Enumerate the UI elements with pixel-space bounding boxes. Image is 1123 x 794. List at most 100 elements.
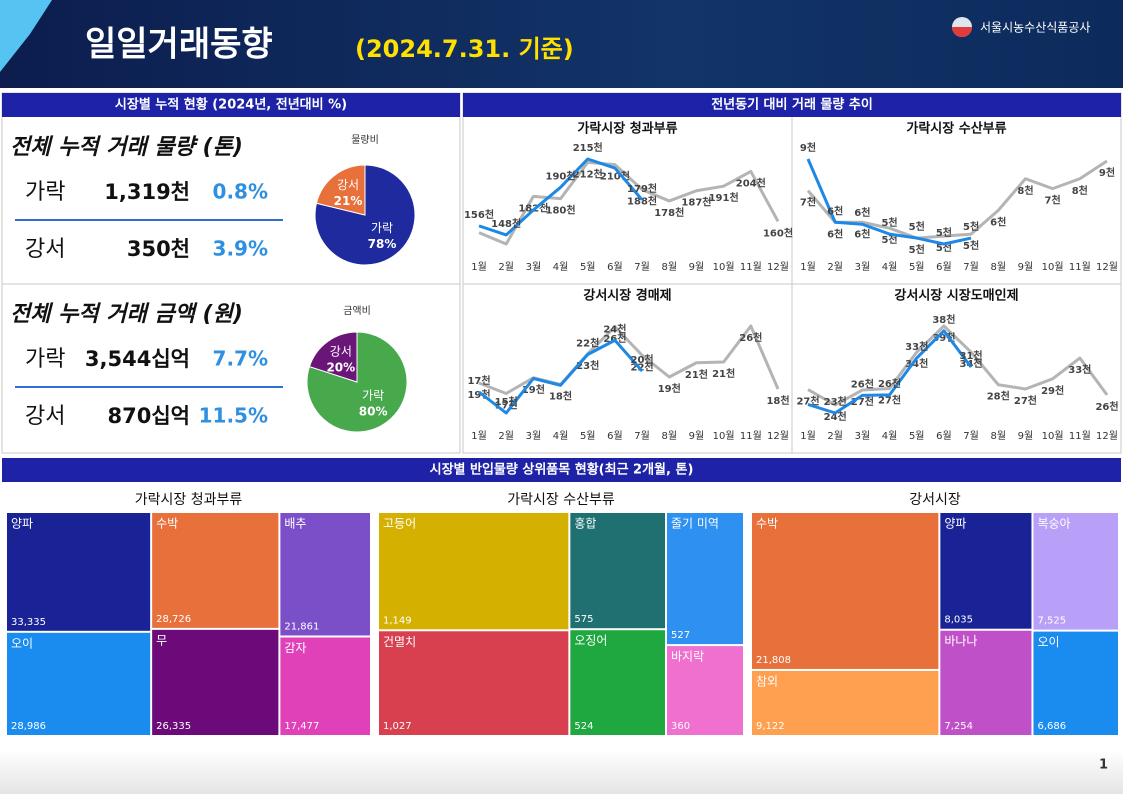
change: 11.5% [199,404,268,428]
cell-value: 9,122 [756,721,785,732]
cell-value: 1,149 [383,615,412,626]
x-tick-label: 6월 [936,430,952,442]
cell-name: 참외 [756,674,778,688]
cell-name: 수박 [156,517,178,531]
data-label: 5천 [963,239,979,252]
data-label: 38천 [932,313,955,326]
x-tick-label: 7월 [963,430,979,442]
section-title: 전체 누적 거래 금액 (원) [10,302,243,327]
pie-title: 물량비 [351,134,379,146]
data-label: 6천 [827,227,843,240]
x-tick-label: 9월 [689,430,705,442]
x-tick-label: 7월 [634,430,650,442]
treemap-cell [1033,513,1118,630]
pie-title: 금액비 [343,305,371,317]
chart-title: 강서시장 시장도매인제 [894,288,1018,304]
pie-value: 80% [359,405,388,419]
data-label: 27천 [796,395,819,408]
x-tick-label: 7월 [634,261,650,273]
treemap-cell [752,513,939,669]
data-label: 24천 [603,322,626,335]
x-tick-label: 3월 [526,261,542,273]
data-label: 9천 [1099,166,1115,179]
x-tick-label: 9월 [1018,430,1034,442]
section-title: 전체 누적 거래 물량 (톤) [10,135,243,160]
pie-label: 강서 [337,178,359,192]
data-label: 21천 [685,368,708,381]
cell-name: 오이 [11,636,33,650]
data-label: 191천 [709,191,739,204]
treemap-cell [666,513,743,645]
data-label: 7천 [800,196,816,209]
cell-value: 21,861 [284,621,319,632]
data-label: 33천 [1068,363,1091,376]
data-label: 148천 [491,217,521,230]
data-label: 6천 [854,227,870,240]
panel-header [463,93,1121,117]
treemap-cell [666,646,743,735]
data-label: 180천 [546,204,576,217]
line-series [478,338,644,415]
x-tick-label: 3월 [855,430,871,442]
cell-name: 배추 [284,517,306,531]
cell-name: 바나나 [944,634,977,648]
line-series [478,157,644,237]
data-label: 33천 [905,340,928,353]
data-label: 20천 [631,353,654,366]
data-label: 8천 [1017,184,1033,197]
x-tick-label: 1월 [471,430,487,442]
x-tick-label: 12월 [1096,261,1118,273]
x-tick-label: 1월 [800,261,816,273]
panel-header [2,458,1121,482]
logo-text: 서울시농수산식품공사 [980,21,1090,35]
data-label: 26천 [603,332,626,345]
panel-header-text: 시장별 누적 현황 (2024년, 전년대비 %) [115,97,347,113]
pie-slice [314,164,416,266]
market-name: 가락 [25,347,65,372]
data-label: 9천 [800,141,816,154]
market-name: 강서 [25,237,65,262]
treemap-cell [940,630,1032,735]
line-series [478,324,780,395]
data-label: 26천 [1095,400,1118,413]
cell-name: 홍합 [574,517,596,531]
amount: 1,319천 [104,180,190,204]
x-tick-label: 2월 [498,261,514,273]
x-tick-label: 10월 [713,430,735,442]
cell-value: 8,035 [944,615,973,626]
x-tick-label: 1월 [800,430,816,442]
pie-label: 가락 [362,389,384,403]
amount: 870십억 [108,404,190,428]
data-label: 21천 [712,367,735,380]
data-label: 182천 [518,201,548,214]
treemap-cell [570,630,665,735]
treemap-cell [379,513,569,630]
pie-slice [315,164,366,216]
x-tick-label: 11월 [740,261,762,273]
cell-value: 7,254 [944,721,973,732]
x-tick-label: 2월 [827,261,843,273]
cell-value: 1,027 [383,721,412,732]
pie-value: 20% [326,360,355,374]
x-tick-label: 10월 [713,261,735,273]
data-label: 24천 [824,410,847,423]
data-label: 5천 [881,216,897,229]
x-tick-label: 7월 [963,261,979,273]
data-label: 29천 [1041,384,1064,397]
x-tick-label: 10월 [1042,261,1064,273]
x-tick-label: 3월 [526,430,542,442]
x-tick-label: 1월 [471,261,487,273]
panel-header [2,93,460,117]
pie-slice [308,331,358,383]
page-subtitle: (2024.7.31. 기준) [355,35,574,63]
data-label: 156천 [464,208,494,221]
cell-name: 건멸치 [383,635,416,649]
data-label: 31천 [960,349,983,362]
treemap-cell [940,513,1032,629]
cell-name: 무 [156,633,167,647]
data-label: 178천 [654,206,684,219]
data-label: 204천 [736,176,766,189]
header-accent [0,0,52,72]
page-number: 1 [1099,758,1108,773]
x-tick-label: 6월 [607,261,623,273]
